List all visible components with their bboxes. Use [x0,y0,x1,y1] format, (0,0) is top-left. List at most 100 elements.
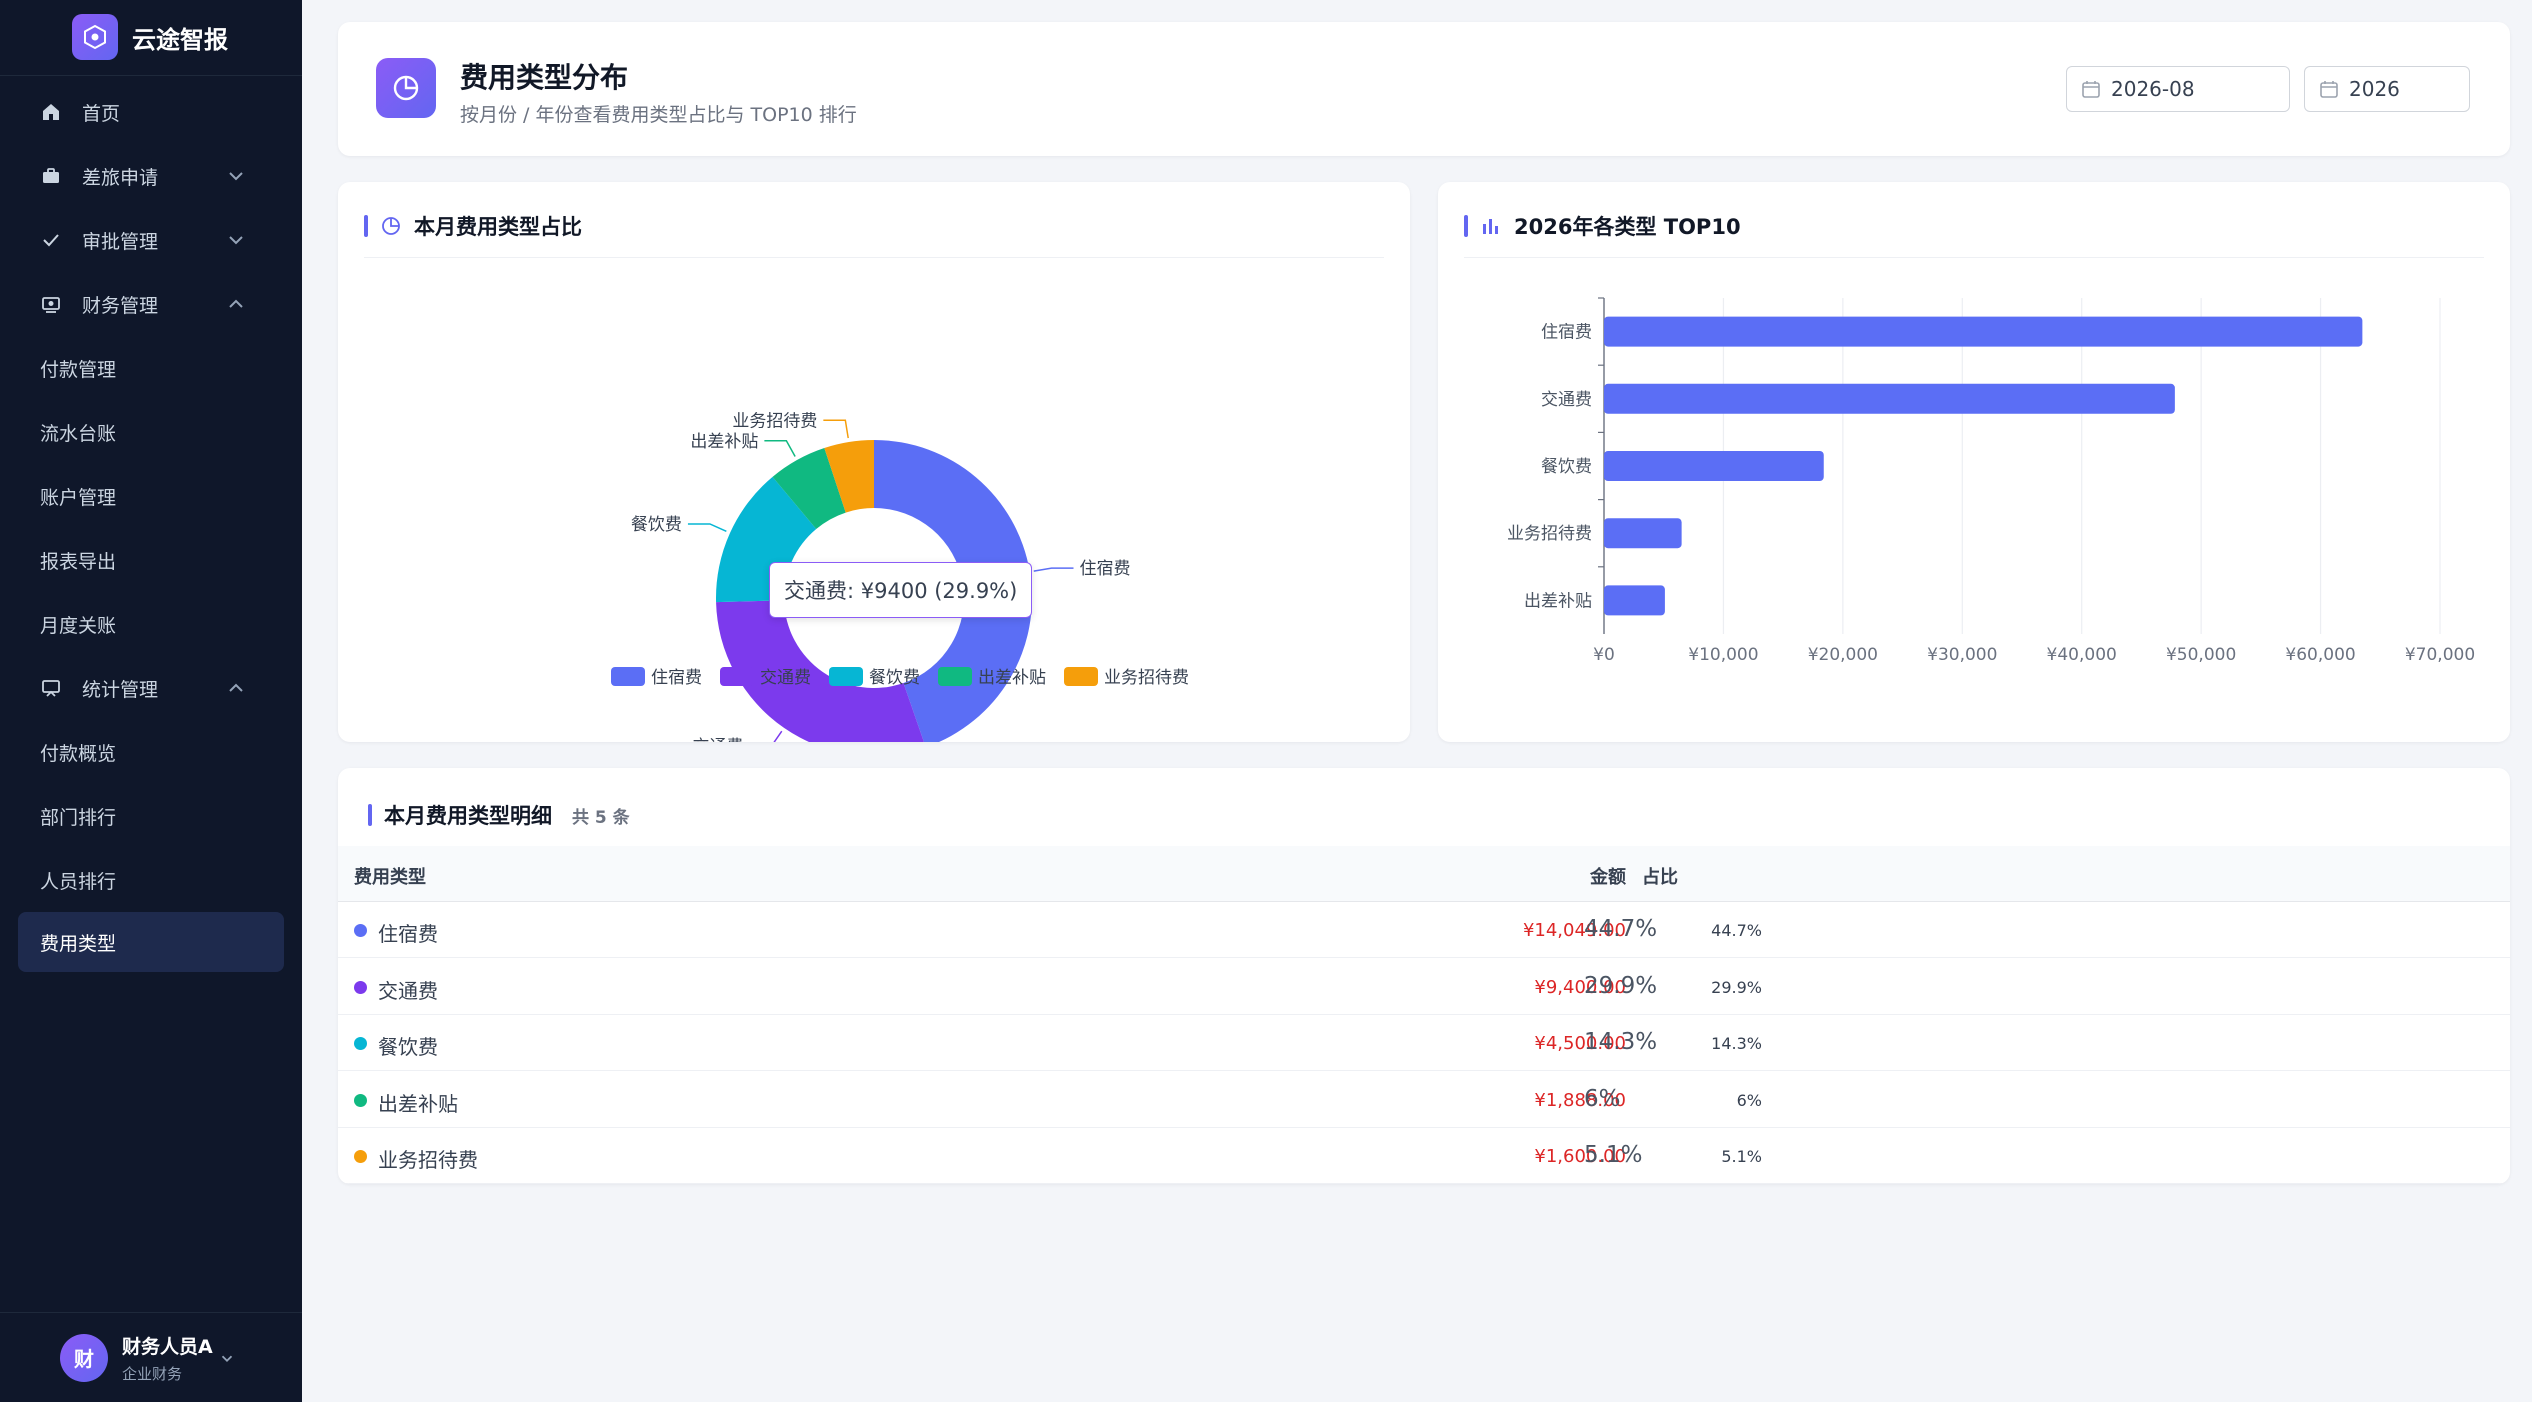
home-icon [40,101,62,123]
bar[interactable] [1604,451,1824,481]
cell-type: 住宿费 [378,922,438,946]
x-tick-label: ¥40,000 [2047,645,2117,665]
pie-slice[interactable] [824,440,874,513]
bar-chart-card: 2026年各类型 TOP10 ¥0 ¥10,000 ¥20,000 ¥30,000 ¥4… [1438,182,2510,742]
nav-item-home[interactable]: 首页 [0,80,302,144]
accent-bar [364,214,368,237]
briefcase-icon [40,165,62,187]
legend-swatch[interactable] [938,667,972,686]
user-profile[interactable]: 财 财务人员A 企业财务 [0,1312,302,1402]
sidebar: 云途智报 首页 差旅申请 审批管理 财务管理 付款管理 流水台账 账户管理 报表… [0,0,302,1402]
cell-amount: ¥1,888.00 [1534,1089,1626,1111]
nav-item-dept-ranking[interactable]: 部门排行 [0,784,302,848]
nav-item-stats[interactable]: 统计管理 [0,656,302,720]
table-row[interactable]: 交通费 ¥9,400.00 29.9% 29.9% [338,959,2510,1015]
x-tick-label: ¥70,000 [2405,645,2475,665]
accent-bar [1464,214,1468,237]
nav-item-label: 费用类型 [40,932,117,955]
nav-item-monthly-close[interactable]: 月度关账 [0,592,302,656]
nav-item-label: 月度关账 [40,614,117,637]
cell-percent: 14.3% [1584,1029,1658,1055]
column-header-type[interactable]: 费用类型 [354,867,426,888]
pie-slice[interactable] [874,440,1032,742]
table-header: 费用类型 金额 占比 [338,846,2510,902]
page-subtitle: 按月份 / 年份查看费用类型占比与 TOP10 排行 [460,104,857,126]
table-row[interactable]: 出差补贴 ¥1,888.00 6% 6% [338,1072,2510,1128]
legend-label[interactable]: 餐饮费 [869,668,920,688]
y-category-label: 出差补贴 [1524,591,1592,611]
nav-item-label: 财务管理 [82,294,159,317]
donut-chart: 住宿费交通费餐饮费出差补贴业务招待费住宿费交通费餐饮费出差补贴业务招待费 [611,411,1189,742]
pie-chart-icon [382,216,400,235]
cell-type: 交通费 [378,978,438,1003]
legend-swatch[interactable] [829,667,863,686]
x-tick-label: ¥30,000 [1927,645,1997,665]
nav-item-label: 付款概览 [40,742,117,765]
type-color-dot [354,1150,367,1163]
nav-item-label: 付款管理 [40,358,117,381]
legend-label[interactable]: 业务招待费 [1104,668,1189,688]
nav-item-accounts[interactable]: 账户管理 [0,464,302,528]
user-role: 企业财务 [122,1364,183,1383]
bar[interactable] [1604,383,2175,414]
brand[interactable]: 云途智报 [0,0,302,76]
nav-item-report-export[interactable]: 报表导出 [0,528,302,592]
nav-item-approval[interactable]: 审批管理 [0,208,302,272]
pie-card-title: 本月费用类型占比 [414,214,582,239]
user-name: 财务人员A [122,1335,213,1358]
finance-icon [40,293,62,315]
bar-chart-icon [1483,218,1498,234]
nav-item-expense-type[interactable]: 费用类型 [18,912,284,972]
bar[interactable] [1604,316,2363,347]
nav-item-staff-ranking[interactable]: 人员排行 [0,848,302,912]
nav-item-payment-overview[interactable]: 付款概览 [0,720,302,784]
legend-swatch[interactable] [611,667,645,686]
legend-swatch[interactable] [720,667,754,686]
nav-item-travel[interactable]: 差旅申请 [0,144,302,208]
month-value: 2026-08 [2111,77,2195,101]
table-title: 本月费用类型明细 [384,804,552,828]
cell-percent: 29.9% [1584,972,1658,999]
nav-item-ledger[interactable]: 流水台账 [0,400,302,464]
legend-swatch[interactable] [1064,667,1098,686]
nav-item-label: 首页 [82,102,121,125]
cell-amount: ¥1,600.00 [1534,1146,1626,1167]
legend-label[interactable]: 住宿费 [651,668,702,688]
column-header-amount[interactable]: 金额 [1590,867,1626,888]
x-tick-label: ¥0 [1593,645,1615,665]
legend-label[interactable]: 交通费 [760,668,811,688]
nav-item-finance[interactable]: 财务管理 [0,272,302,336]
year-value: 2026 [2349,77,2400,101]
pie-slice[interactable] [716,476,817,603]
column-header-percent[interactable]: 占比 [1642,867,1678,888]
type-color-dot [354,924,367,937]
cell-percent-small: 29.9% [1711,977,1762,997]
cell-amount: ¥9,400.00 [1534,976,1626,998]
pie-leader-line [687,523,727,533]
bar[interactable] [1604,585,1665,616]
y-category-label: 住宿费 [1541,323,1592,343]
legend-label[interactable]: 出差补贴 [978,668,1046,688]
table-row[interactable]: 业务招待费 ¥1,600.00 5.1% 5.1% [338,1128,2510,1184]
cell-percent: 5.1% [1584,1142,1643,1168]
pie-slice[interactable] [772,448,846,529]
cell-percent-small: 5.1% [1721,1147,1762,1166]
pie-slice[interactable] [716,600,926,742]
year-picker[interactable]: 2026 [2304,66,2470,112]
x-tick-label: ¥10,000 [1688,645,1758,665]
chevron-up-icon [229,299,243,308]
chart-tooltip: 交通费: ¥9400 (29.9%) [769,562,1033,618]
cell-percent-small: 6% [1736,1090,1762,1110]
month-picker[interactable]: 2026-08 [2066,66,2290,112]
bar[interactable] [1604,518,1682,549]
y-category-label: 餐饮费 [1541,457,1592,477]
cell-percent: 44.7% [1584,916,1658,942]
pie-leader-line [1033,567,1074,572]
brand-logo-icon [72,14,118,60]
check-icon [40,229,62,251]
cell-percent: 6% [1584,1085,1621,1112]
table-row[interactable]: 餐饮费 ¥4,500.00 14.3% 14.3% [338,1015,2510,1071]
avatar: 财 [60,1333,108,1382]
table-row[interactable]: 住宿费 ¥14,049.00 44.7% 44.7% [338,902,2510,958]
nav-item-payments[interactable]: 付款管理 [0,336,302,400]
